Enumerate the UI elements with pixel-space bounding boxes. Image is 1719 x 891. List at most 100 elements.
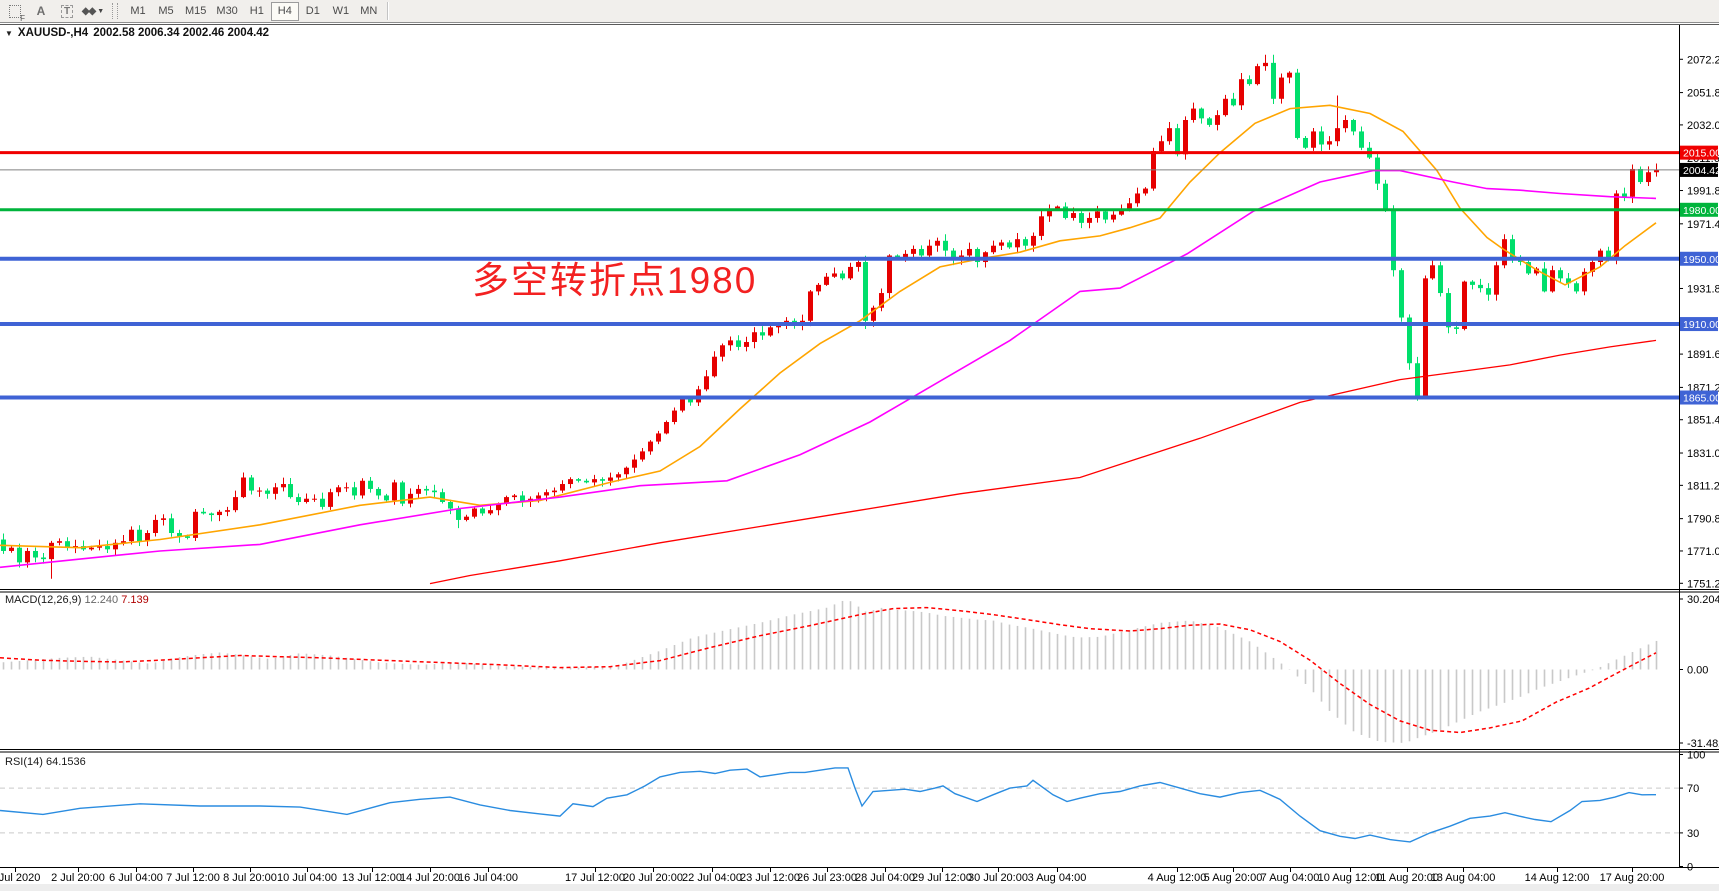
candle-body <box>1391 209 1396 271</box>
timeframe-MN[interactable]: MN <box>355 2 383 21</box>
time-axis-label: 26 Jul 23:00 <box>797 872 857 884</box>
price-badge-2015.00[interactable]: 2015.00 <box>1680 145 1719 160</box>
price-badge-1950.00[interactable]: 1950.00 <box>1680 251 1719 266</box>
time-axis: 1 Jul 2020 2 Jul 20:00 6 Jul 04:007 Jul 12… <box>0 868 1664 884</box>
candle-body <box>824 276 829 285</box>
candle-body <box>520 495 525 502</box>
time-axis-label: 14 Aug 12:00 <box>1525 872 1590 884</box>
candle-body <box>584 480 589 483</box>
candle-body <box>1175 128 1180 155</box>
candle-body <box>1598 250 1603 263</box>
candle-body <box>121 541 126 543</box>
candle-body <box>1470 281 1475 285</box>
candle-body <box>1063 206 1068 218</box>
candle-body <box>592 479 597 483</box>
candle-body <box>840 273 845 279</box>
timeframe-M5[interactable]: M5 <box>152 2 180 21</box>
candle-body <box>17 547 22 563</box>
candle-body <box>632 459 637 468</box>
time-axis-label: 29 Jul 12:00 <box>912 872 972 884</box>
candle-body <box>1135 193 1140 204</box>
candle-body <box>400 482 405 504</box>
color-scheme-icon[interactable]: ◆◆ ▼ <box>80 2 106 21</box>
timeframe-D1[interactable]: D1 <box>299 2 327 21</box>
timeframe-M30[interactable]: M30 <box>211 2 242 21</box>
price-badge-1910.00[interactable]: 1910.00 <box>1680 317 1719 332</box>
price-badge-2015.00-bg <box>1680 145 1718 160</box>
candle-body <box>1415 363 1420 398</box>
timeframe-W1[interactable]: W1 <box>327 2 355 21</box>
rsi-axis: 100 70 30 0 <box>1679 750 1705 874</box>
time-axis-label: 28 Jul 04:00 <box>855 872 915 884</box>
price-badge-1980.00[interactable]: 1980.00 <box>1680 202 1719 217</box>
text-label-icon[interactable]: A <box>28 2 54 21</box>
time-axis-label: 8 Jul 20:00 <box>223 872 277 884</box>
candle-body <box>33 550 38 558</box>
macd-axis: 30.204 0.00 -31.482 <box>1679 594 1719 750</box>
timeframe-M15[interactable]: M15 <box>180 2 211 21</box>
candle-body <box>1558 270 1563 279</box>
candle-body <box>1207 118 1212 125</box>
price-badge-1950.00-text: 1950.00 <box>1683 254 1719 266</box>
toolbar-grip[interactable] <box>112 3 118 19</box>
candle-body <box>1566 278 1571 284</box>
candle-body <box>552 490 557 493</box>
price-axis-label: 1891.60 <box>1687 349 1719 361</box>
symbol-dropdown-icon[interactable]: ▼ <box>5 28 13 38</box>
candle-body <box>744 342 749 347</box>
candle-body <box>249 477 254 491</box>
chart-annotation-text[interactable]: 多空转折点1980 <box>472 260 758 301</box>
price-badge-1910.00-bg <box>1680 317 1718 332</box>
timeframe-M1[interactable]: M1 <box>124 2 152 21</box>
grid-f-icon[interactable]: F <box>2 2 28 23</box>
time-axis-label: 6 Jul 04:00 <box>109 872 163 884</box>
macd-histogram <box>2 600 1658 743</box>
candle-body <box>919 248 924 256</box>
current-price-badge[interactable]: 2004.42 <box>1680 162 1719 177</box>
rsi-panel <box>0 767 1679 843</box>
macd-axis-label: -31.482 <box>1687 738 1719 750</box>
candle-body <box>376 488 381 496</box>
rsi-axis-label: 30 <box>1687 828 1699 840</box>
ohlc-values: 2002.58 2006.34 2002.46 2004.42 <box>93 27 270 39</box>
candle-body <box>1127 203 1132 210</box>
text-box-icon[interactable]: T <box>54 2 80 21</box>
candle-body <box>416 488 421 494</box>
time-axis-label: 7 Aug 04:00 <box>1261 872 1320 884</box>
candle-body <box>1111 214 1116 220</box>
time-axis-label: 22 Jul 04:00 <box>682 872 742 884</box>
candle-body <box>951 250 956 261</box>
symbol-title[interactable]: ▼ XAUUSD-,H4 2002.58 2006.34 2002.46 200… <box>5 27 269 39</box>
candle-body <box>1359 131 1364 148</box>
candle-body <box>1095 211 1100 218</box>
time-axis-label: 10 Aug 12:00 <box>1318 872 1383 884</box>
candle-body <box>871 307 876 321</box>
candle-body <box>448 501 453 509</box>
time-axis-label: 17 Aug 20:00 <box>1600 872 1665 884</box>
candle-body <box>1446 293 1451 328</box>
timeframe-H4[interactable]: H4 <box>270 1 299 21</box>
candle-body <box>281 484 286 488</box>
price-badge-1865.00[interactable]: 1865.00 <box>1680 390 1719 405</box>
candle-body <box>1007 242 1012 248</box>
candle-body <box>512 495 517 498</box>
candle-body <box>1143 188 1148 194</box>
candle-body <box>1047 209 1052 217</box>
candle-body <box>1351 120 1356 132</box>
candle-body <box>1231 98 1236 106</box>
candle-body <box>768 327 773 336</box>
candle-body <box>848 266 853 279</box>
price-axis-label: 2051.80 <box>1687 88 1719 100</box>
timeframe-H1[interactable]: H1 <box>243 2 271 21</box>
macd-panel <box>0 600 1658 743</box>
candle-body <box>368 480 373 489</box>
ma-mid-line <box>0 169 1657 569</box>
candle-body <box>1199 108 1204 119</box>
price-axis-label: 1931.80 <box>1687 283 1719 295</box>
candle-body <box>137 529 142 542</box>
candle-body <box>161 518 166 520</box>
rsi-name: RSI(14) <box>5 756 43 768</box>
candle-body <box>1279 77 1284 99</box>
candle-body <box>1383 183 1388 210</box>
candle-body <box>760 332 765 336</box>
